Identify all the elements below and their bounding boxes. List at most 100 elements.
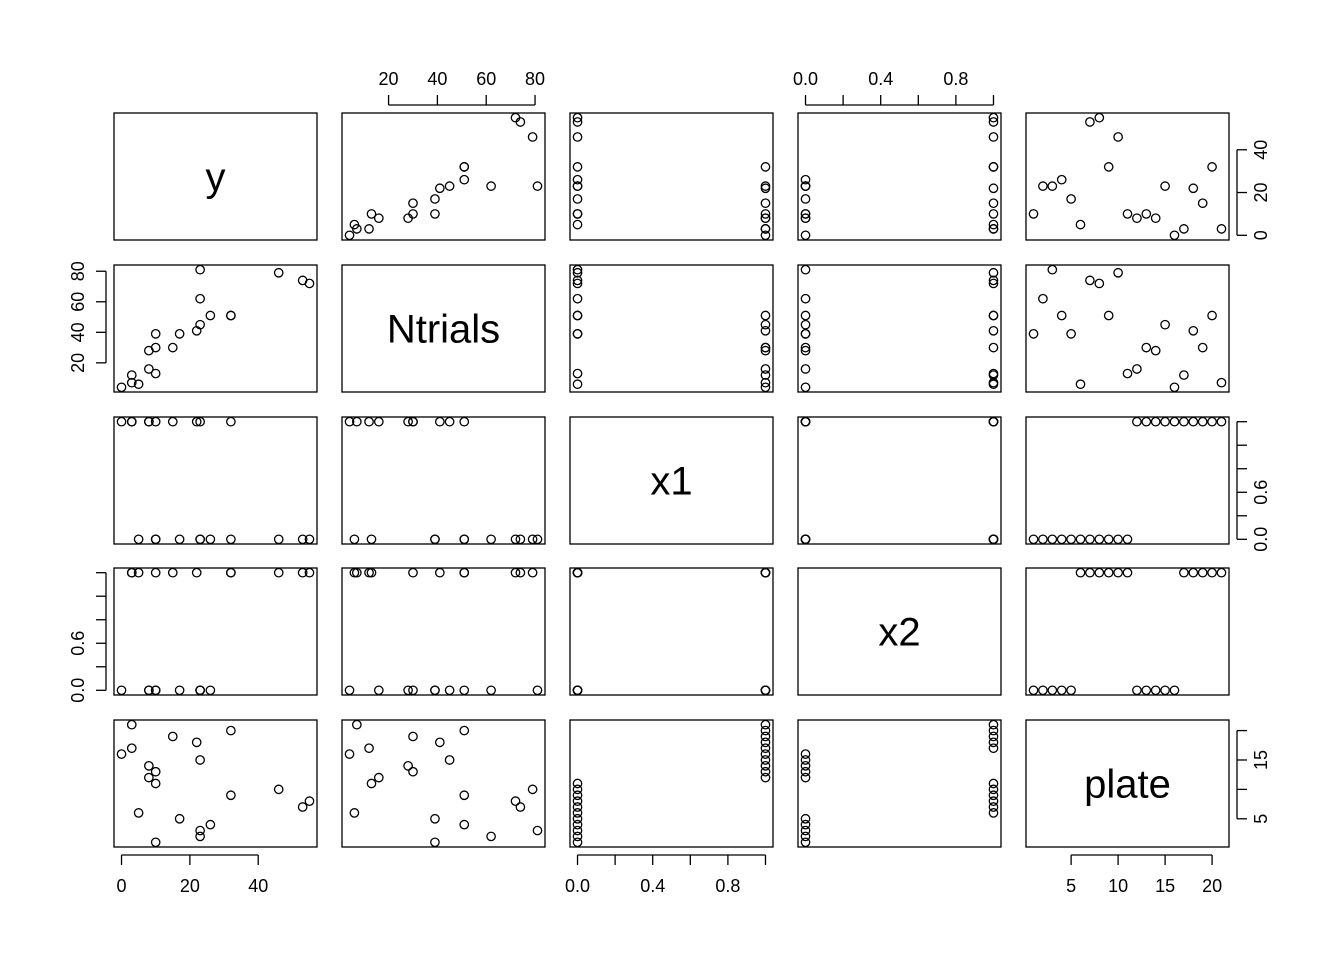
point-plate-vs-Ntrials-21 xyxy=(351,719,362,730)
point-Ntrials-vs-x1-18 xyxy=(760,325,771,336)
point-Ntrials-vs-plate-2 xyxy=(1038,293,1048,304)
point-y-vs-x1-4 xyxy=(572,174,583,185)
panel-frame-x1-x2 xyxy=(797,416,1002,545)
point-x2-vs-plate-16 xyxy=(1169,685,1180,696)
panel-frame-x1-Ntrials xyxy=(341,416,546,545)
point-Ntrials-vs-x2-17 xyxy=(988,370,999,380)
point-Ntrials-vs-y-1 xyxy=(150,328,161,339)
point-x2-vs-y-20 xyxy=(226,567,236,578)
point-plate-vs-x1-19 xyxy=(760,731,771,742)
point-plate-vs-x2-17 xyxy=(988,743,999,754)
tick-label-bottom-y-1: 20 xyxy=(180,876,200,896)
point-plate-vs-Ntrials-5 xyxy=(430,813,440,824)
point-Ntrials-vs-plate-10 xyxy=(1113,267,1123,278)
point-x2-vs-plate-3 xyxy=(1047,685,1058,696)
panel-frame-Ntrials-x2 xyxy=(797,264,1002,393)
point-plate-vs-Ntrials-9 xyxy=(459,790,470,801)
point-y-vs-x1-19 xyxy=(760,198,771,209)
point-x1-vs-y-4 xyxy=(205,534,216,545)
point-plate-vs-x2-7 xyxy=(988,802,999,812)
variable-label-x2: x2 xyxy=(878,611,920,655)
point-Ntrials-vs-x1-8 xyxy=(572,278,583,289)
tick-label-right-y-2: 40 xyxy=(1251,140,1271,160)
point-y-vs-Ntrials-14 xyxy=(403,213,413,224)
point-x2-vs-Ntrials-16 xyxy=(344,685,355,696)
panel-frame-x1-y xyxy=(113,416,318,545)
point-y-vs-plate-11 xyxy=(1122,209,1133,219)
tick-label-bottom-y-2: 40 xyxy=(248,876,268,896)
point-x1-vs-y-16 xyxy=(116,416,127,427)
point-x2-vs-Ntrials-10 xyxy=(527,567,538,578)
point-Ntrials-vs-x1-19 xyxy=(760,342,771,353)
point-x1-vs-plate-11 xyxy=(1122,534,1133,545)
point-Ntrials-vs-plate-7 xyxy=(1085,275,1095,286)
point-x2-vs-y-19 xyxy=(167,567,178,578)
point-y-vs-x1-11 xyxy=(572,209,583,219)
point-plate-vs-Ntrials-16 xyxy=(344,749,355,759)
point-Ntrials-vs-y-3 xyxy=(195,264,205,275)
point-x2-vs-Ntrials-8 xyxy=(510,567,521,578)
point-plate-vs-Ntrials-13 xyxy=(408,766,418,777)
point-x1-vs-y-11 xyxy=(150,534,161,545)
tick-label-left-Ntrials-2: 60 xyxy=(68,292,88,312)
point-x1-vs-Ntrials-19 xyxy=(408,416,418,427)
point-plate-vs-x1-4 xyxy=(572,819,583,830)
point-y-vs-x1-3 xyxy=(572,181,583,191)
tick-label-top-x2-0: 0.0 xyxy=(793,69,818,89)
point-plate-vs-y-7 xyxy=(297,802,308,812)
point-y-vs-Ntrials-15 xyxy=(444,181,455,191)
tick-label-right-plate-2: 15 xyxy=(1251,750,1271,770)
point-plate-vs-Ntrials-19 xyxy=(408,731,418,742)
point-Ntrials-vs-x2-13 xyxy=(800,342,811,353)
point-x1-vs-y-20 xyxy=(226,416,236,427)
point-x2-vs-plate-8 xyxy=(1094,567,1105,578)
point-plate-vs-y-2 xyxy=(195,831,205,842)
point-Ntrials-vs-plate-15 xyxy=(1160,319,1170,330)
point-Ntrials-vs-x2-14 xyxy=(800,345,811,356)
tick-label-top-x2-4: 0.8 xyxy=(943,69,968,89)
point-x2-vs-Ntrials-19 xyxy=(408,567,418,578)
point-x2-vs-y-8 xyxy=(304,567,315,578)
point-Ntrials-vs-y-16 xyxy=(116,382,127,393)
point-plate-vs-Ntrials-12 xyxy=(373,772,384,783)
point-Ntrials-vs-plate-3 xyxy=(1047,264,1058,275)
point-x1-vs-plate-15 xyxy=(1160,416,1170,427)
point-plate-vs-Ntrials-7 xyxy=(515,802,526,812)
point-y-vs-plate-18 xyxy=(1188,183,1199,194)
panel-frame-x2-x1 xyxy=(569,567,774,696)
panel-frame-y-x2 xyxy=(797,112,1002,241)
point-x1-vs-plate-17 xyxy=(1179,416,1189,427)
point-x2-vs-plate-1 xyxy=(1028,685,1039,696)
point-x1-vs-plate-20 xyxy=(1207,416,1217,427)
point-x2-vs-plate-21 xyxy=(1216,567,1227,578)
point-x1-vs-plate-16 xyxy=(1169,416,1180,427)
tick-label-top-Ntrials-0: 20 xyxy=(379,69,399,89)
point-Ntrials-vs-plate-11 xyxy=(1122,368,1133,379)
point-plate-vs-y-13 xyxy=(150,766,161,777)
point-y-vs-plate-17 xyxy=(1179,224,1189,234)
point-Ntrials-vs-x2-15 xyxy=(800,319,811,330)
point-Ntrials-vs-y-20 xyxy=(226,310,236,321)
point-Ntrials-vs-x1-16 xyxy=(760,382,771,393)
point-y-vs-Ntrials-19 xyxy=(408,198,418,209)
point-plate-vs-y-19 xyxy=(167,731,178,742)
panel-frame-x2-x2 xyxy=(797,567,1002,696)
point-x2-vs-plate-2 xyxy=(1038,685,1048,696)
variable-label-plate: plate xyxy=(1084,763,1171,807)
point-plate-vs-y-8 xyxy=(304,796,315,806)
point-x2-vs-y-16 xyxy=(116,685,127,696)
point-x2-vs-Ntrials-11 xyxy=(366,567,377,578)
point-plate-vs-y-6 xyxy=(133,808,144,818)
point-x1-vs-plate-3 xyxy=(1047,534,1058,545)
point-x1-vs-plate-2 xyxy=(1038,534,1048,545)
tick-label-right-plate-0: 5 xyxy=(1251,814,1271,824)
point-y-vs-x2-10 xyxy=(988,132,999,142)
point-Ntrials-vs-y-8 xyxy=(304,278,315,289)
point-x1-vs-Ntrials-15 xyxy=(444,416,455,427)
point-Ntrials-vs-x1-7 xyxy=(572,275,583,286)
point-plate-vs-x2-4 xyxy=(800,819,811,830)
point-y-vs-plate-12 xyxy=(1132,213,1142,224)
point-Ntrials-vs-plate-4 xyxy=(1056,310,1067,321)
point-y-vs-x2-14 xyxy=(800,213,811,224)
point-Ntrials-vs-x1-10 xyxy=(572,267,583,278)
